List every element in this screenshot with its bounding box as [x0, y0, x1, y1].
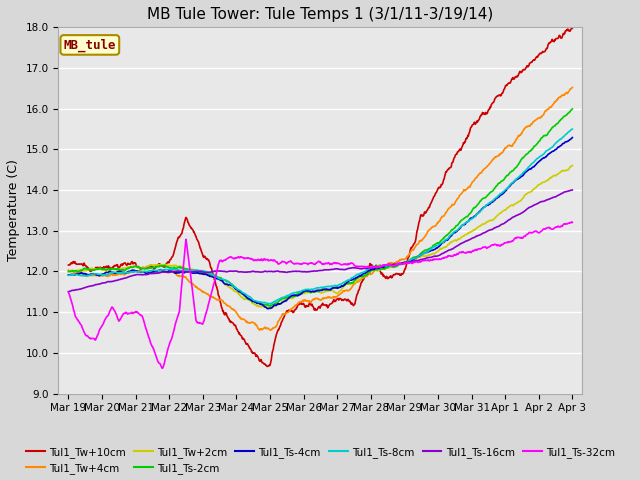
Line: Tul1_Ts-2cm: Tul1_Ts-2cm: [68, 109, 572, 306]
Tul1_Ts-2cm: [269, 301, 276, 307]
Tul1_Tw+10cm: [568, 25, 576, 31]
Tul1_Ts-2cm: [65, 268, 72, 274]
Tul1_Tw+2cm: [116, 266, 124, 272]
Tul1_Tw+2cm: [458, 234, 466, 240]
Tul1_Ts-2cm: [287, 294, 294, 300]
Line: Tul1_Tw+2cm: Tul1_Tw+2cm: [68, 166, 572, 309]
Tul1_Tw+4cm: [65, 267, 72, 273]
Tul1_Ts-4cm: [269, 304, 276, 310]
Tul1_Tw+10cm: [467, 124, 475, 130]
Tul1_Ts-8cm: [568, 126, 576, 132]
Tul1_Tw+4cm: [267, 327, 275, 333]
Tul1_Tw+4cm: [467, 181, 475, 187]
Tul1_Ts-32cm: [65, 289, 72, 295]
Tul1_Ts-16cm: [568, 187, 576, 193]
Tul1_Ts-4cm: [65, 272, 72, 278]
Line: Tul1_Ts-32cm: Tul1_Ts-32cm: [68, 222, 572, 368]
Tul1_Ts-2cm: [467, 210, 475, 216]
Tul1_Tw+2cm: [411, 257, 419, 263]
Tul1_Ts-8cm: [458, 223, 466, 228]
Tul1_Ts-8cm: [116, 270, 124, 276]
Line: Tul1_Ts-4cm: Tul1_Ts-4cm: [68, 138, 572, 309]
Tul1_Ts-4cm: [287, 294, 294, 300]
Tul1_Ts-4cm: [458, 223, 466, 228]
Tul1_Tw+4cm: [411, 244, 419, 250]
Tul1_Ts-8cm: [269, 300, 276, 306]
Legend: Tul1_Tw+10cm, Tul1_Tw+4cm, Tul1_Tw+2cm, Tul1_Ts-2cm, Tul1_Ts-4cm, Tul1_Ts-8cm, T: Tul1_Tw+10cm, Tul1_Tw+4cm, Tul1_Tw+2cm, …: [22, 443, 619, 478]
Tul1_Tw+4cm: [568, 84, 576, 90]
Tul1_Ts-16cm: [116, 276, 124, 282]
Tul1_Tw+4cm: [458, 190, 466, 196]
Tul1_Tw+10cm: [411, 240, 419, 245]
Tul1_Ts-32cm: [568, 219, 576, 225]
Tul1_Ts-32cm: [287, 258, 294, 264]
Tul1_Ts-16cm: [268, 269, 276, 275]
Tul1_Tw+4cm: [116, 271, 124, 276]
Tul1_Tw+10cm: [264, 363, 271, 369]
Tul1_Tw+10cm: [269, 348, 276, 354]
Tul1_Tw+2cm: [269, 304, 276, 310]
Line: Tul1_Ts-16cm: Tul1_Ts-16cm: [68, 190, 572, 292]
Tul1_Ts-2cm: [266, 303, 274, 309]
Tul1_Tw+2cm: [568, 163, 576, 168]
Tul1_Tw+2cm: [65, 269, 72, 275]
Tul1_Ts-16cm: [467, 236, 474, 242]
Tul1_Ts-32cm: [411, 259, 419, 265]
Tul1_Tw+2cm: [467, 229, 475, 235]
Tul1_Ts-32cm: [159, 365, 166, 371]
Tul1_Tw+10cm: [65, 262, 72, 268]
Line: Tul1_Tw+10cm: Tul1_Tw+10cm: [68, 28, 572, 366]
Tul1_Tw+2cm: [287, 295, 294, 300]
Tul1_Ts-2cm: [458, 217, 466, 223]
Tul1_Tw+10cm: [568, 25, 576, 31]
Tul1_Ts-16cm: [65, 289, 72, 295]
Tul1_Ts-16cm: [458, 240, 465, 246]
Tul1_Tw+10cm: [287, 308, 294, 314]
Tul1_Ts-32cm: [116, 317, 124, 323]
Tul1_Ts-4cm: [411, 255, 419, 261]
Tul1_Ts-4cm: [264, 306, 271, 312]
Tul1_Tw+10cm: [458, 144, 466, 150]
Tul1_Tw+10cm: [116, 264, 124, 270]
Tul1_Ts-4cm: [467, 216, 475, 221]
Tul1_Ts-8cm: [65, 272, 72, 278]
Tul1_Ts-16cm: [411, 258, 419, 264]
Tul1_Ts-8cm: [411, 255, 419, 261]
Line: Tul1_Ts-8cm: Tul1_Ts-8cm: [68, 129, 572, 304]
Tul1_Ts-2cm: [411, 254, 419, 260]
Tul1_Ts-8cm: [287, 291, 294, 297]
Tul1_Tw+4cm: [287, 307, 294, 312]
Title: MB Tule Tower: Tule Temps 1 (3/1/11-3/19/14): MB Tule Tower: Tule Temps 1 (3/1/11-3/19…: [147, 7, 493, 22]
Tul1_Ts-4cm: [116, 268, 124, 274]
Tul1_Ts-8cm: [467, 216, 475, 222]
Tul1_Ts-32cm: [467, 250, 475, 255]
Text: MB_tule: MB_tule: [63, 38, 116, 51]
Tul1_Ts-2cm: [568, 106, 576, 112]
Tul1_Ts-32cm: [568, 219, 575, 225]
Tul1_Ts-2cm: [116, 267, 124, 273]
Y-axis label: Temperature (C): Temperature (C): [7, 159, 20, 262]
Tul1_Tw+2cm: [267, 306, 275, 312]
Tul1_Ts-32cm: [269, 258, 276, 264]
Tul1_Ts-16cm: [287, 269, 294, 275]
Tul1_Ts-32cm: [458, 249, 466, 255]
Line: Tul1_Tw+4cm: Tul1_Tw+4cm: [68, 87, 572, 330]
Tul1_Ts-8cm: [266, 301, 274, 307]
Tul1_Tw+4cm: [269, 325, 276, 331]
Tul1_Ts-4cm: [568, 135, 576, 141]
